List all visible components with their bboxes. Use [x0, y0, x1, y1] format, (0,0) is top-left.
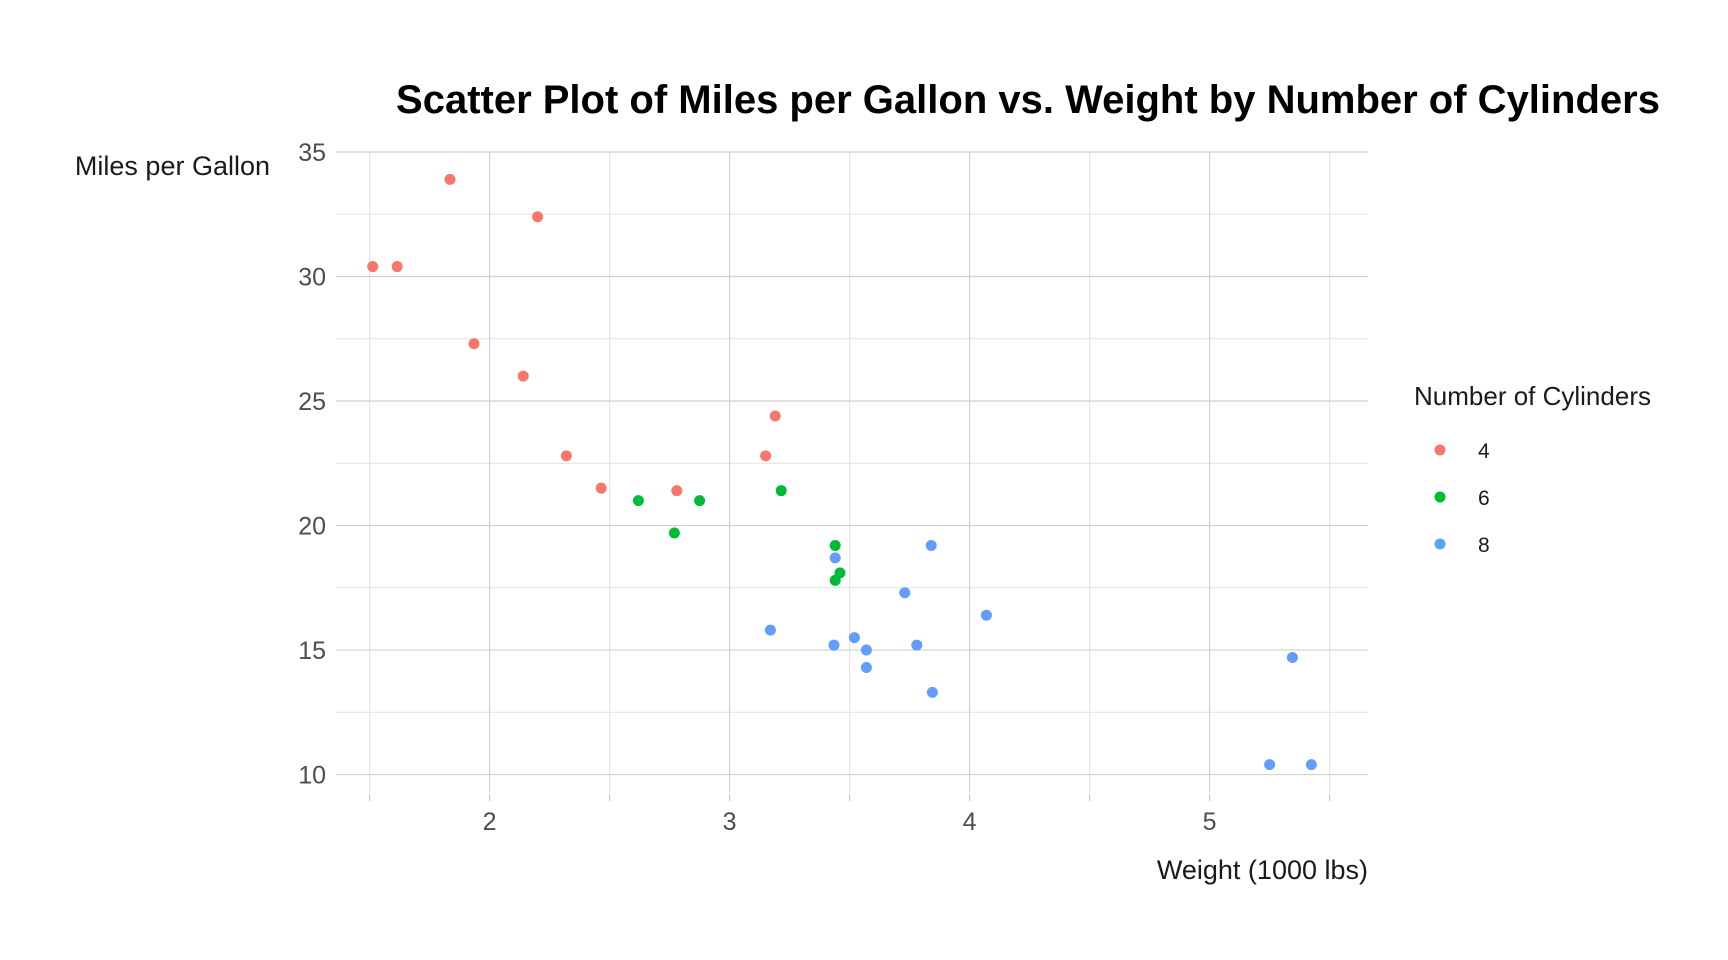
data-point-cyl-4	[671, 485, 683, 497]
data-point-cyl-4	[444, 173, 456, 185]
data-point-cyl-4	[595, 482, 607, 494]
data-point-cyl-6	[694, 495, 706, 507]
legend: Number of Cylinders 4 6 8	[1414, 381, 1651, 557]
data-point-cyl-8	[764, 624, 776, 636]
x-tick-label: 2	[483, 808, 497, 836]
data-point-cyl-6	[829, 539, 841, 551]
axis-ticks: 2 3 4 5 10 15 20 25 30 35	[298, 139, 1331, 836]
data-point-cyl-8	[980, 609, 992, 621]
data-point-cyl-4	[517, 370, 529, 382]
x-axis-title: Weight (1000 lbs)	[1157, 855, 1368, 885]
legend-items: 4 6 8	[1434, 440, 1490, 557]
data-point-cyl-4	[560, 450, 572, 462]
y-tick-label: 15	[298, 637, 326, 665]
data-point-cyl-6	[775, 485, 787, 497]
data-point-cyl-8	[829, 552, 841, 564]
data-point-cyl-4	[532, 211, 544, 223]
y-tick-label: 35	[298, 139, 326, 167]
data-point-cyl-4	[367, 261, 379, 273]
x-tick-label: 3	[723, 808, 737, 836]
legend-key-4	[1434, 444, 1446, 456]
x-tick-label: 4	[963, 808, 977, 836]
data-point-cyl-8	[860, 644, 872, 656]
legend-label-4: 4	[1478, 440, 1490, 463]
y-tick-label: 30	[298, 264, 326, 292]
chart-title: Scatter Plot of Miles per Gallon vs. Wei…	[396, 78, 1660, 122]
data-point-cyl-4	[760, 450, 772, 462]
data-point-cyl-8	[1286, 652, 1298, 664]
data-point-cyl-8	[1305, 759, 1317, 771]
data-point-cyl-8	[899, 587, 911, 599]
data-point-cyl-4	[391, 261, 403, 273]
data-points	[367, 173, 1317, 771]
legend-key-6	[1434, 491, 1446, 503]
data-point-cyl-6	[668, 527, 680, 539]
data-point-cyl-8	[860, 661, 872, 673]
x-tick-label: 5	[1203, 808, 1217, 836]
data-point-cyl-8	[848, 632, 860, 644]
legend-title: Number of Cylinders	[1414, 381, 1651, 411]
grid-lines	[336, 151, 1368, 792]
y-tick-label: 25	[298, 388, 326, 416]
legend-label-6: 6	[1478, 487, 1490, 510]
y-tick-label: 10	[298, 762, 326, 790]
legend-label-8: 8	[1478, 534, 1490, 557]
data-point-cyl-4	[769, 410, 781, 422]
legend-key-8	[1434, 538, 1446, 550]
data-point-cyl-8	[828, 639, 840, 651]
y-tick-label: 20	[298, 513, 326, 541]
data-point-cyl-8	[925, 539, 937, 551]
data-point-cyl-6	[829, 574, 841, 586]
data-point-cyl-8	[926, 686, 938, 698]
data-point-cyl-4	[468, 338, 480, 350]
data-point-cyl-8	[1264, 759, 1276, 771]
data-point-cyl-8	[911, 639, 923, 651]
data-point-cyl-6	[632, 495, 644, 507]
y-axis-title: Miles per Gallon	[75, 151, 270, 181]
